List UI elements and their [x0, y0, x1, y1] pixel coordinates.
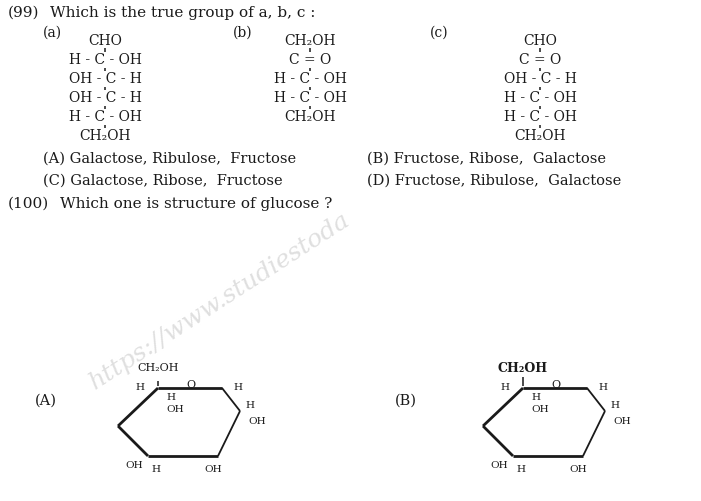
Text: OH - C - H: OH - C - H — [503, 72, 576, 86]
Text: H: H — [610, 401, 619, 410]
Text: H - C - OH: H - C - OH — [273, 72, 346, 86]
Text: H - C - OH: H - C - OH — [69, 53, 142, 67]
Text: OH: OH — [204, 464, 222, 473]
Text: OH: OH — [531, 405, 549, 414]
Text: C = O: C = O — [289, 53, 331, 67]
Text: OH: OH — [491, 461, 508, 470]
Text: H: H — [135, 382, 144, 391]
Text: O: O — [552, 380, 561, 390]
Text: CH₂OH: CH₂OH — [284, 34, 336, 48]
Text: CHO: CHO — [523, 34, 557, 48]
Text: CH₂OH: CH₂OH — [284, 110, 336, 124]
Text: OH: OH — [248, 416, 266, 425]
Text: H: H — [500, 382, 509, 391]
Text: Which is the true group of a, b, c :: Which is the true group of a, b, c : — [50, 6, 315, 20]
Text: CH₂OH: CH₂OH — [79, 129, 131, 143]
Text: C = O: C = O — [519, 53, 561, 67]
Text: H - C - OH: H - C - OH — [503, 91, 576, 105]
Text: CH₂OH: CH₂OH — [498, 362, 548, 375]
Text: OH: OH — [166, 405, 184, 414]
Text: Which one is structure of glucose ?: Which one is structure of glucose ? — [60, 197, 332, 211]
Text: (A): (A) — [35, 394, 57, 408]
Text: H: H — [531, 393, 540, 402]
Text: (B): (B) — [395, 394, 417, 408]
Text: CH₂OH: CH₂OH — [515, 129, 566, 143]
Text: (C) Galactose, Ribose,  Fructose: (C) Galactose, Ribose, Fructose — [43, 174, 283, 188]
Text: OH: OH — [613, 416, 631, 425]
Text: (c): (c) — [430, 26, 449, 40]
Text: H - C - OH: H - C - OH — [273, 91, 346, 105]
Text: (B) Fructose, Ribose,  Galactose: (B) Fructose, Ribose, Galactose — [367, 152, 606, 166]
Text: OH: OH — [569, 464, 587, 473]
Text: H: H — [233, 382, 242, 391]
Text: H: H — [151, 464, 161, 473]
Text: (A) Galactose, Ribulose,  Fructose: (A) Galactose, Ribulose, Fructose — [43, 152, 296, 166]
Text: OH - C - H: OH - C - H — [69, 72, 142, 86]
Text: CH₂OH: CH₂OH — [137, 363, 179, 373]
Text: (D) Fructose, Ribulose,  Galactose: (D) Fructose, Ribulose, Galactose — [367, 174, 621, 188]
Text: H - C - OH: H - C - OH — [503, 110, 576, 124]
Text: CHO: CHO — [88, 34, 122, 48]
Text: O: O — [186, 380, 196, 390]
Text: (100): (100) — [8, 197, 49, 211]
Text: OH - C - H: OH - C - H — [69, 91, 142, 105]
Text: H - C - OH: H - C - OH — [69, 110, 142, 124]
Text: (a): (a) — [43, 26, 62, 40]
Text: OH: OH — [125, 461, 143, 470]
Text: https://www.studiestoda: https://www.studiestoda — [86, 208, 355, 394]
Text: H: H — [517, 464, 526, 473]
Text: (99): (99) — [8, 6, 39, 20]
Text: H: H — [598, 382, 607, 391]
Text: H: H — [245, 401, 254, 410]
Text: H: H — [166, 393, 175, 402]
Text: (b): (b) — [233, 26, 252, 40]
